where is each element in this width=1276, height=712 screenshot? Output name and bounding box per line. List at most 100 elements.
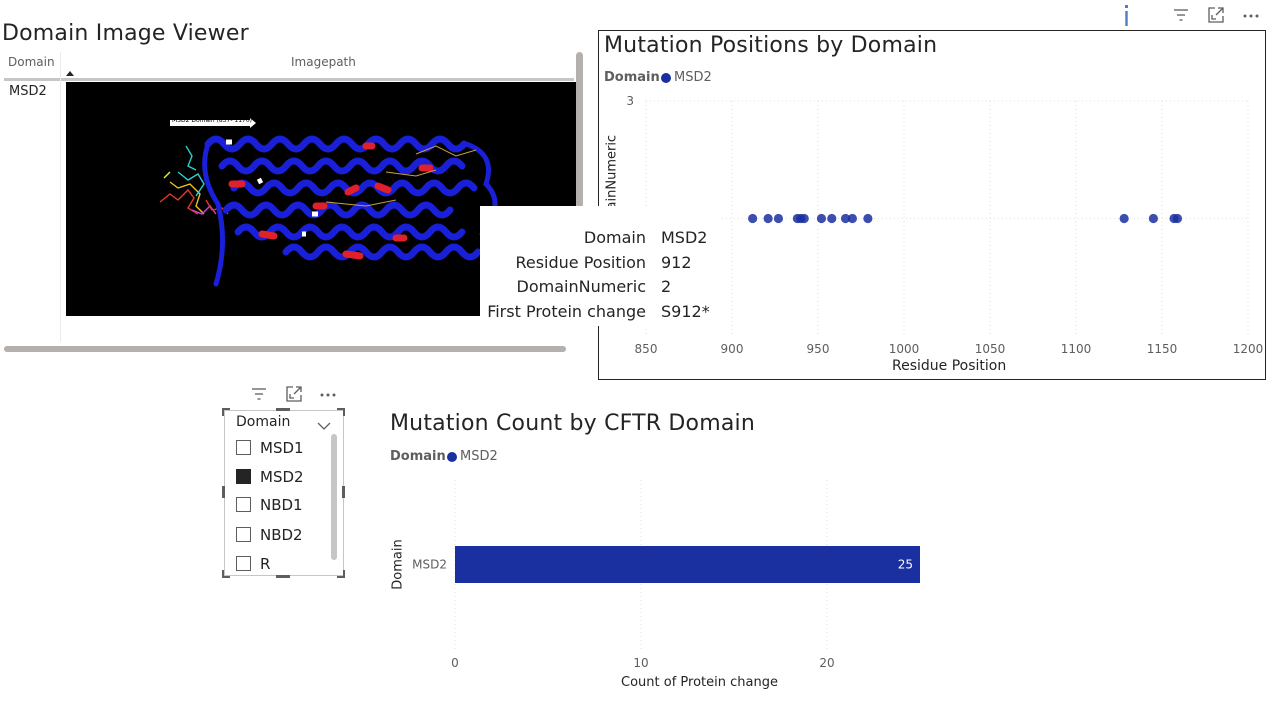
- slicer-option-label: R: [260, 555, 271, 573]
- scatter-point: [799, 213, 809, 224]
- filter-icon-glyph: [1174, 9, 1188, 21]
- scatter-chart-title: Mutation Positions by Domain: [604, 33, 938, 58]
- scatter-point: [840, 213, 851, 224]
- x-tick-label: 850: [635, 342, 658, 356]
- slicer-option-label: MSD1: [260, 439, 304, 457]
- bar-legend-label: Domain: [390, 449, 446, 464]
- checkbox-checked[interactable]: [236, 469, 251, 484]
- horizontal-scrollbar[interactable]: [4, 346, 566, 352]
- scatter-x-axis-title: Residue Position: [892, 358, 1007, 374]
- bar-x-axis-title: Count of Protein change: [621, 675, 778, 690]
- bar-y-axis-title: Domain: [390, 539, 406, 590]
- bar-legend-item[interactable]: MSD2: [460, 449, 498, 464]
- tooltip-key-first-protein-change: First Protein change: [487, 302, 646, 321]
- scatter-point: [1119, 213, 1129, 224]
- scatter-point: [863, 213, 873, 224]
- scatter-point: [847, 213, 857, 224]
- resize-handle-bottom[interactable]: [276, 575, 290, 578]
- resize-handle-bl-v[interactable]: [222, 570, 224, 578]
- chevron-down-icon[interactable]: [317, 416, 331, 435]
- scatter-plot-area[interactable]: 850 900 950 1000 1050 1100 1150 1200 3: [599, 31, 1265, 379]
- resize-handle-tr[interactable]: [337, 408, 345, 410]
- domain-slicer[interactable]: [224, 410, 344, 576]
- scatter-chart-container[interactable]: [598, 30, 1266, 380]
- table-cell-domain[interactable]: MSD2: [9, 84, 47, 99]
- data-point-tooltip: Domain MSD2 Residue Position 912 DomainN…: [480, 206, 720, 326]
- slicer-option-nbd2[interactable]: NBD2: [236, 526, 326, 546]
- tooltip-value-domain-numeric: 2: [661, 277, 672, 296]
- info-icon-glyph: [1125, 5, 1128, 26]
- tooltip-value-first-protein-change: S912*: [661, 302, 710, 321]
- scatter-legend-marker[interactable]: [661, 73, 671, 83]
- resize-handle-tl[interactable]: [222, 408, 230, 410]
- x-tick-label: 900: [721, 342, 744, 356]
- tooltip-key-domain: Domain: [583, 228, 646, 247]
- slicer-scrollbar[interactable]: [331, 434, 337, 560]
- image-caption: MSD2 Domain (837- 1170): [172, 117, 252, 124]
- y-tick-label: MSD2: [412, 558, 447, 572]
- column-header-domain[interactable]: Domain: [8, 55, 55, 69]
- column-header-imagepath[interactable]: Imagepath: [291, 55, 356, 69]
- slicer-focus-mode-icon-glyph: [286, 386, 302, 402]
- scatter-point: [748, 213, 758, 224]
- resize-handle-br-v[interactable]: [343, 570, 345, 578]
- vertical-scrollbar[interactable]: [576, 52, 583, 208]
- slicer-more-options-icon[interactable]: [319, 387, 337, 401]
- x-tick-label: 1000: [889, 342, 920, 356]
- slicer-option-label: NBD2: [260, 526, 303, 544]
- slicer-option-r[interactable]: R: [236, 555, 326, 575]
- resize-handle-tr-v[interactable]: [343, 408, 345, 416]
- scatter-point: [816, 213, 827, 224]
- tooltip-key-domain-numeric: DomainNumeric: [516, 277, 646, 296]
- focus-mode-icon[interactable]: [1207, 6, 1227, 26]
- tooltip-value-residue-position: 912: [661, 253, 692, 272]
- checkbox[interactable]: [236, 497, 251, 512]
- filter-icon[interactable]: [1172, 6, 1192, 26]
- resize-handle-right[interactable]: [342, 486, 345, 498]
- slicer-more-options-icon-glyph: [320, 393, 336, 397]
- x-tick-label: 1200: [1233, 342, 1264, 356]
- more-options-icon-glyph: [1243, 14, 1259, 18]
- slicer-option-label: NBD1: [260, 496, 303, 514]
- sort-ascending-icon[interactable]: [66, 71, 74, 76]
- resize-handle-tl-v[interactable]: [222, 408, 224, 416]
- bar-data-label: 25: [898, 558, 913, 572]
- more-options-icon[interactable]: [1242, 8, 1260, 22]
- protein-structure-drawing: MSD2 Domain (837- 1170): [159, 117, 498, 287]
- bar: [455, 546, 920, 583]
- slicer-option-msd2[interactable]: MSD2: [236, 468, 326, 488]
- x-tick-label: 950: [807, 342, 830, 356]
- image-viewer-title: Domain Image Viewer: [2, 21, 249, 46]
- scatter-point: [763, 213, 773, 224]
- slicer-option-msd1[interactable]: MSD1: [236, 439, 326, 459]
- scatter-point: [827, 213, 837, 224]
- slicer-filter-icon[interactable]: [250, 385, 270, 405]
- scatter-legend-item[interactable]: MSD2: [674, 70, 712, 85]
- resize-handle-bl[interactable]: [222, 576, 230, 578]
- x-tick-label: 10: [633, 656, 648, 670]
- scatter-point: [773, 213, 784, 224]
- x-tick-label: 1150: [1147, 342, 1178, 356]
- slicer-focus-mode-icon[interactable]: [285, 385, 305, 405]
- bar-chart-title: Mutation Count by CFTR Domain: [390, 411, 755, 436]
- bar-legend-marker[interactable]: [447, 452, 457, 462]
- x-tick-label: 20: [819, 656, 834, 670]
- header-divider: [4, 78, 574, 81]
- checkbox[interactable]: [236, 556, 251, 571]
- info-icon[interactable]: [1123, 4, 1131, 26]
- checkbox[interactable]: [236, 527, 251, 542]
- resize-handle-left[interactable]: [222, 486, 225, 498]
- slicer-option-nbd1[interactable]: NBD1: [236, 496, 326, 516]
- tooltip-key-residue-position: Residue Position: [515, 253, 646, 272]
- resize-handle-br[interactable]: [337, 576, 345, 578]
- resize-handle-top[interactable]: [276, 408, 290, 411]
- checkbox[interactable]: [236, 440, 251, 455]
- scatter-point: [1172, 213, 1183, 224]
- x-tick-label: 0: [451, 656, 459, 670]
- focus-mode-icon-glyph: [1208, 7, 1224, 23]
- bar-plot-area[interactable]: 0 10 20 MSD2 25: [380, 470, 980, 700]
- slicer-option-label: MSD2: [260, 468, 304, 486]
- slicer-header[interactable]: Domain: [236, 414, 291, 430]
- x-tick-label: 1100: [1061, 342, 1092, 356]
- scatter-legend-label: Domain: [604, 70, 660, 85]
